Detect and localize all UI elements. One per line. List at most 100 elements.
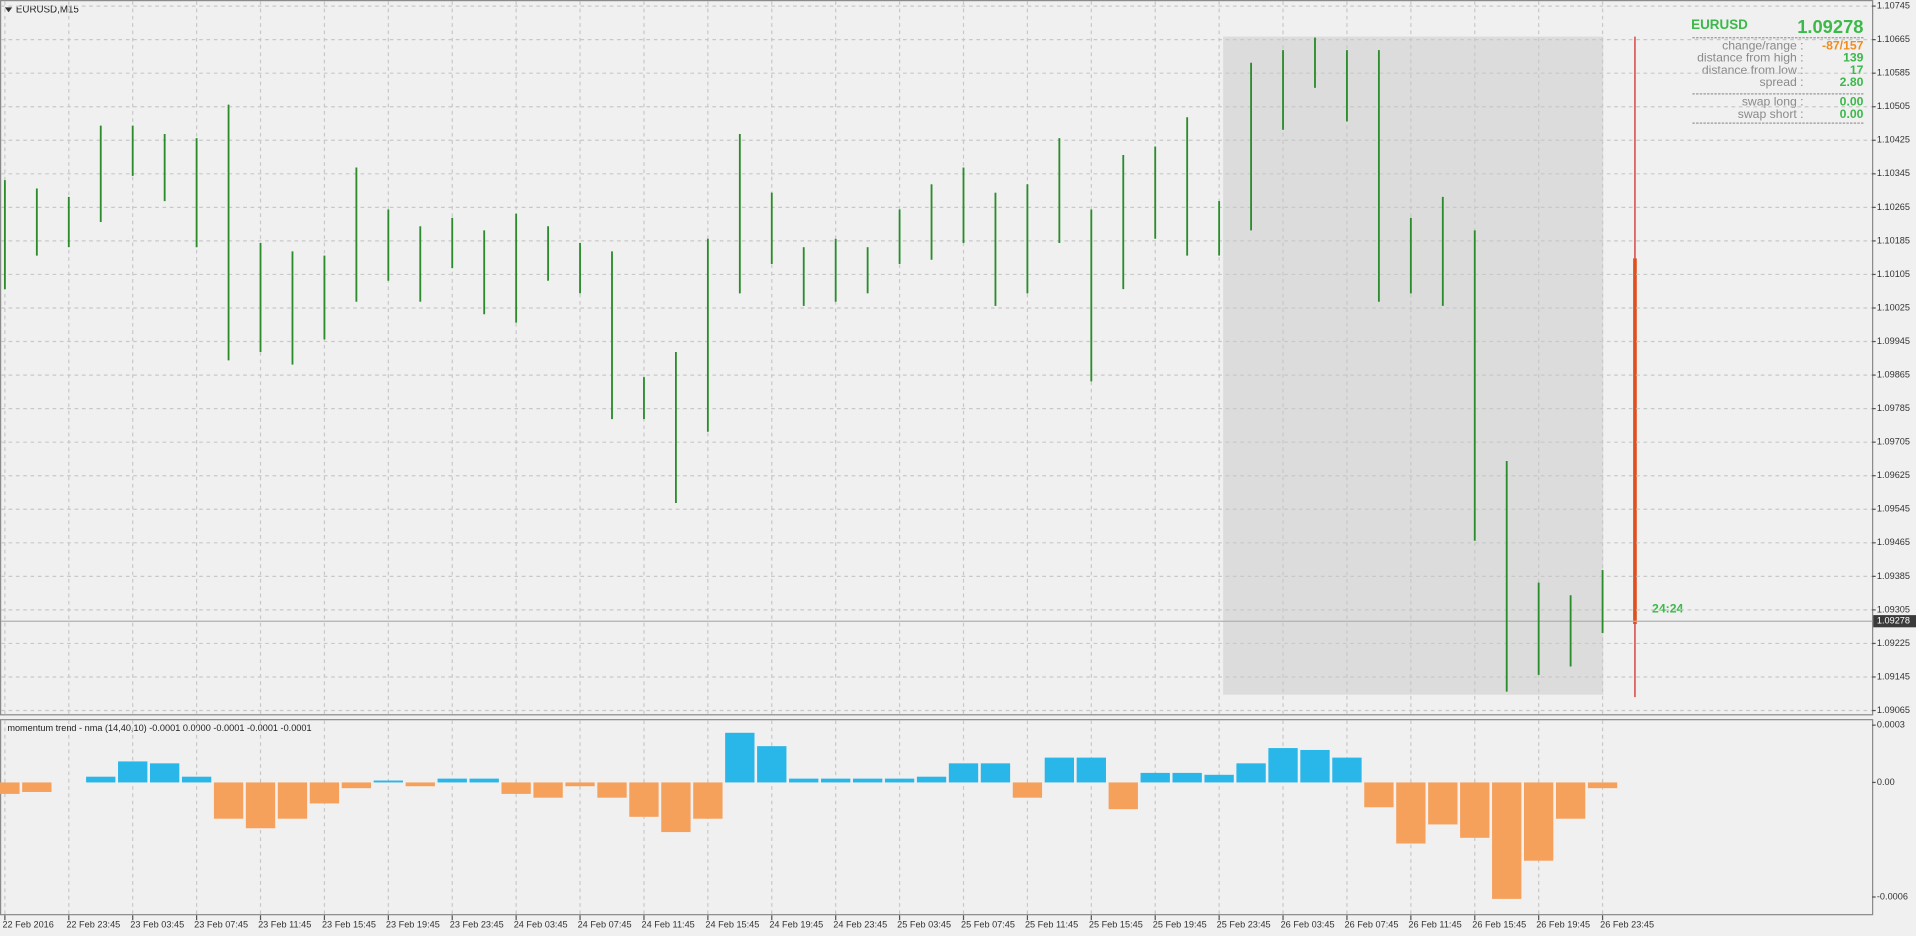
momentum-bar <box>629 782 659 817</box>
y-tick-label: 1.09305 <box>1877 604 1910 614</box>
info-label: swap long : <box>1742 95 1804 109</box>
info-value: 0.00 <box>1840 107 1864 121</box>
info-value: 0.00 <box>1840 95 1864 109</box>
x-tick-label: 25 Feb 07:45 <box>961 919 1015 929</box>
indicator-panel-border <box>0 719 1874 916</box>
x-tick-label: 24 Feb 19:45 <box>769 919 823 929</box>
momentum-bar <box>821 778 851 783</box>
y-tick-label: 1.09545 <box>1877 504 1910 514</box>
x-tick-label: 23 Feb 19:45 <box>386 919 440 929</box>
y-tick-label: 0.0003 <box>1877 720 1905 730</box>
x-tick-label: 23 Feb 23:45 <box>450 919 504 929</box>
y-tick-label: 1.09225 <box>1877 638 1910 648</box>
y-tick-label: 1.10585 <box>1877 68 1910 78</box>
momentum-bar <box>1172 772 1202 783</box>
momentum-bar <box>533 782 563 798</box>
y-tick-label: 1.10345 <box>1877 168 1910 178</box>
info-value: -87/157 <box>1822 39 1864 53</box>
momentum-bar <box>693 782 723 819</box>
x-tick-label: 23 Feb 11:45 <box>258 919 311 929</box>
x-tick-label: 26 Feb 19:45 <box>1536 919 1590 929</box>
x-tick-label: 24 Feb 15:45 <box>705 919 759 929</box>
momentum-bar <box>1300 749 1330 783</box>
y-tick-label: 0.00 <box>1877 777 1895 787</box>
y-tick-label: 1.10745 <box>1877 1 1910 11</box>
momentum-bar <box>1236 763 1266 783</box>
momentum-bar <box>661 782 691 833</box>
momentum-bar <box>309 782 340 804</box>
indicator-title: momentum trend - nma (14,40,10) -0.0001 … <box>7 723 311 733</box>
info-value: 139 <box>1843 51 1864 65</box>
menu-arrow[interactable] <box>4 7 13 13</box>
y-tick-label: 1.09865 <box>1877 370 1910 380</box>
x-tick-label: 26 Feb 15:45 <box>1472 919 1526 929</box>
momentum-bar <box>0 782 20 794</box>
y-tick-label: 1.10265 <box>1877 202 1910 212</box>
momentum-bar <box>22 782 52 792</box>
momentum-bar <box>501 782 531 794</box>
y-tick-label: 1.09785 <box>1877 403 1910 413</box>
y-tick-label: -0.0006 <box>1877 891 1908 901</box>
x-tick-label: 26 Feb 07:45 <box>1344 919 1398 929</box>
momentum-bar <box>725 732 755 783</box>
info-label: change/range : <box>1722 39 1803 53</box>
x-tick-label: 25 Feb 19:45 <box>1153 919 1207 929</box>
momentum-bar <box>1140 772 1170 783</box>
x-tick-label: 24 Feb 23:45 <box>833 919 887 929</box>
y-tick-label: 1.09465 <box>1877 537 1910 547</box>
y-tick-label: 1.10505 <box>1877 101 1910 111</box>
momentum-bar <box>1108 782 1138 810</box>
y-tick-label: 1.09945 <box>1877 336 1910 346</box>
y-tick-label: 1.10185 <box>1877 235 1910 245</box>
momentum-bar <box>1332 757 1362 783</box>
y-tick-label: 1.09145 <box>1877 671 1910 681</box>
x-tick-label: 24 Feb 11:45 <box>642 919 695 929</box>
x-tick-label: 25 Feb 11:45 <box>1025 919 1078 929</box>
momentum-bar <box>980 763 1011 783</box>
info-panel: EURUSD 1.09278 change/range : -87/157 dist… <box>1691 16 1864 124</box>
momentum-bar <box>1364 782 1394 808</box>
y-tick-label: 1.10425 <box>1877 135 1910 145</box>
y-tick-label: 1.10105 <box>1877 269 1910 279</box>
info-value: 2.80 <box>1840 75 1864 89</box>
momentum-bar <box>1555 782 1586 819</box>
momentum-bar <box>405 782 435 787</box>
momentum-bar <box>565 782 595 787</box>
momentum-bar <box>213 782 244 819</box>
x-tick-label: 22 Feb 2016 <box>2 919 53 929</box>
momentum-bar <box>1396 782 1426 844</box>
info-value: 17 <box>1850 63 1864 77</box>
momentum-bar <box>181 776 212 783</box>
info-price: 1.09278 <box>1797 16 1863 37</box>
info-label: distance from high : <box>1697 51 1803 65</box>
momentum-bar <box>1204 774 1234 783</box>
info-symbol: EURUSD <box>1691 17 1748 32</box>
x-tick-label: 25 Feb 03:45 <box>897 919 951 929</box>
momentum-bar <box>1587 782 1618 789</box>
momentum-bar <box>597 782 627 798</box>
x-tick-label: 24 Feb 03:45 <box>514 919 568 929</box>
current-price-tag <box>1873 615 1916 628</box>
current-price-label: 1.09278 <box>1877 616 1910 626</box>
momentum-bar <box>1492 782 1522 899</box>
x-tick-label: 22 Feb 23:45 <box>66 919 120 929</box>
momentum-bar <box>916 776 947 783</box>
x-tick-label: 23 Feb 07:45 <box>194 919 248 929</box>
momentum-bar <box>469 778 499 783</box>
momentum-bar <box>341 782 372 789</box>
x-tick-label: 23 Feb 03:45 <box>130 919 184 929</box>
momentum-bar <box>1428 782 1458 825</box>
momentum-bar <box>1012 782 1043 798</box>
window-title: EURUSD,M15 <box>16 4 80 15</box>
x-tick-label: 23 Feb 15:45 <box>322 919 376 929</box>
momentum-bar <box>245 782 276 829</box>
momentum-bar <box>149 763 180 783</box>
y-tick-label: 1.09625 <box>1877 470 1910 480</box>
momentum-bar <box>948 763 979 783</box>
y-tick-label: 1.09385 <box>1877 571 1910 581</box>
momentum-bar <box>277 782 308 819</box>
info-label: spread : <box>1759 75 1803 89</box>
momentum-bar <box>757 746 787 783</box>
